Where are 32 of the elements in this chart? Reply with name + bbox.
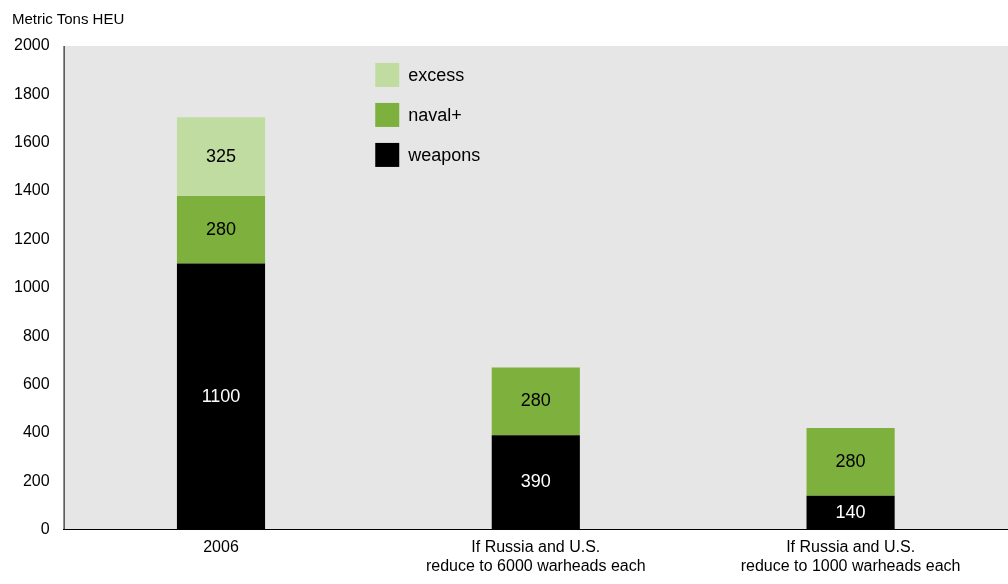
data-label: 390 [520, 471, 551, 492]
data-label: 280 [520, 390, 551, 411]
x-tick-label: If Russia and U.S. reduce to 6000 warheads each [425, 537, 646, 574]
data-label: 280 [835, 450, 866, 471]
x-tick-label: 2006 [203, 537, 239, 555]
y-tick-label: 0 [40, 520, 50, 538]
y-tick-label: 200 [22, 471, 50, 489]
bar [176, 117, 266, 196]
y-tick-label: 800 [22, 326, 50, 344]
data-label: 140 [835, 501, 866, 522]
y-tick-label: 400 [22, 423, 50, 441]
bar [176, 195, 266, 264]
bar [491, 435, 580, 530]
y-tick-label: 1200 [14, 229, 50, 247]
bar [806, 495, 895, 530]
y-tick-label: 2000 [14, 36, 50, 54]
data-label: 325 [205, 145, 237, 166]
bar [176, 263, 266, 530]
legend-label: excess [408, 64, 465, 85]
y-tick-label: 1400 [14, 181, 50, 199]
y-tick-label: 1600 [14, 133, 50, 151]
legend-label: weapons [407, 144, 481, 165]
y-tick-label: 600 [22, 374, 50, 392]
y-tick-label: 1800 [14, 84, 50, 102]
bar [806, 428, 895, 496]
legend-label: naval+ [408, 104, 462, 125]
y-axis-title: Metric Tons HEU [12, 9, 125, 27]
y-tick-label: 1000 [14, 278, 50, 296]
bar [491, 367, 580, 436]
data-label: 280 [205, 218, 237, 239]
data-label: 1100 [201, 385, 241, 406]
x-tick-label: If Russia and U.S. reduce to 1000 warheads each [740, 537, 961, 574]
